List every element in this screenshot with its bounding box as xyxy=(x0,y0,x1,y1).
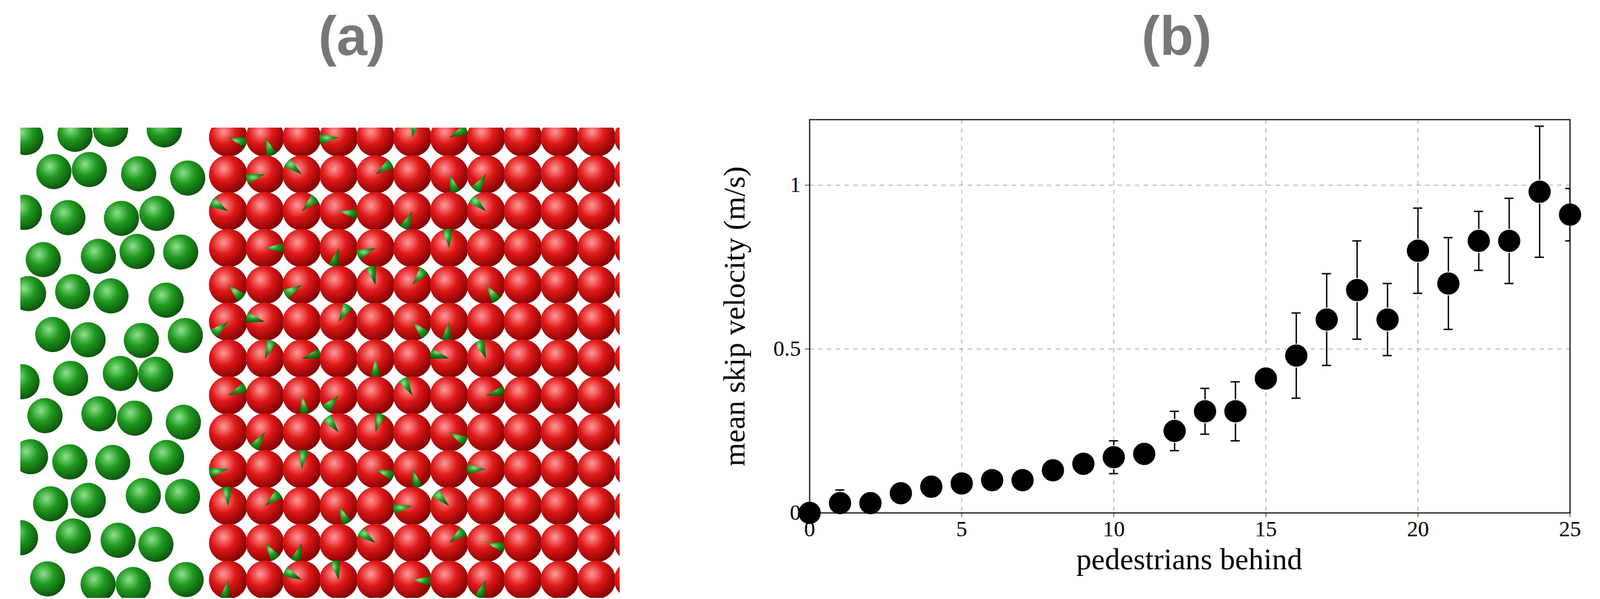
svg-text:10: 10 xyxy=(1102,516,1125,542)
svg-text:5: 5 xyxy=(956,516,968,542)
html-text:(a): (a) xyxy=(318,4,386,67)
svg-text:15: 15 xyxy=(1254,516,1277,542)
svg-text:20: 20 xyxy=(1407,516,1430,542)
svg-text:0: 0 xyxy=(790,499,802,525)
html-text:mean skip velocity (m/s): mean skip velocity (m/s) xyxy=(717,166,751,467)
svg-text:0: 0 xyxy=(804,516,816,542)
svg-text:1: 1 xyxy=(790,172,802,197)
svg-text:0.5: 0.5 xyxy=(773,335,802,361)
svg-text:25: 25 xyxy=(1559,516,1582,542)
html-text:(b): (b) xyxy=(1141,4,1212,67)
html-text:pedestrians behind: pedestrians behind xyxy=(1076,542,1303,576)
